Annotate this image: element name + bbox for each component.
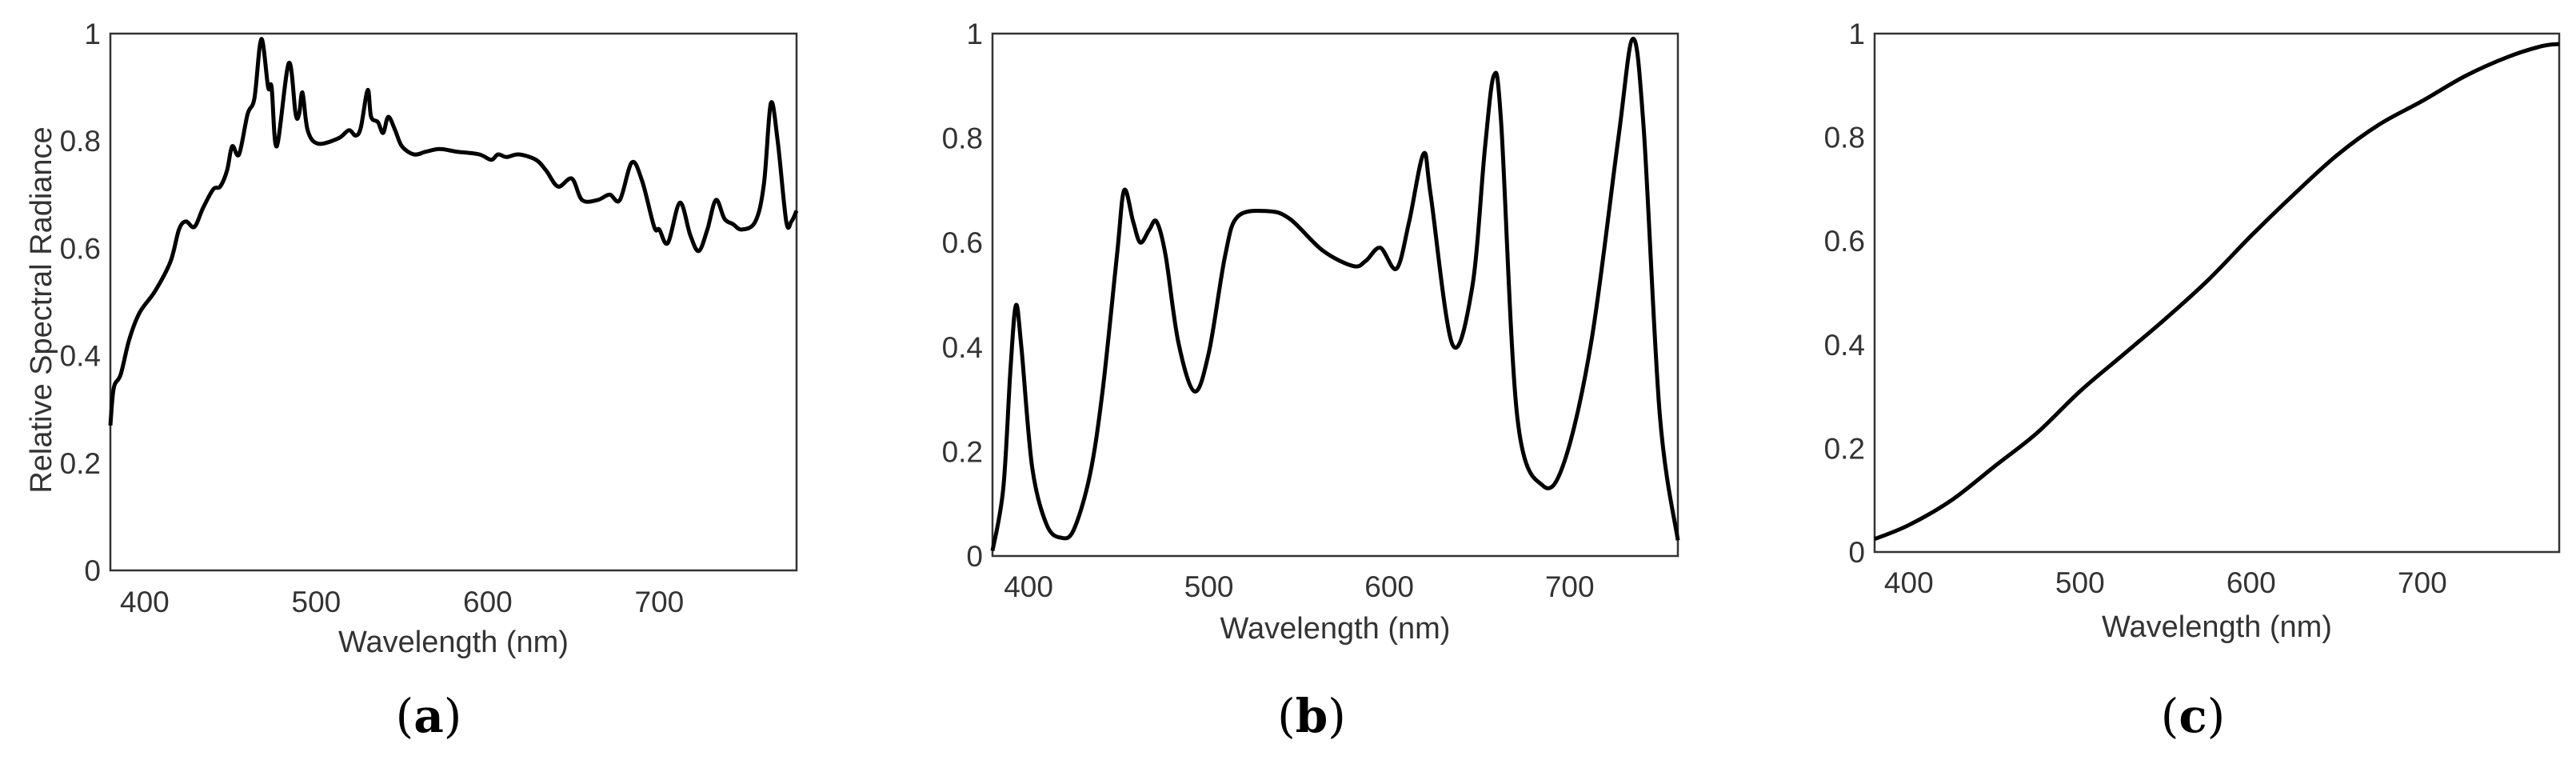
- x-axis-label: Wavelength (nm): [2102, 610, 2332, 644]
- x-tick-label: 500: [1184, 570, 1234, 603]
- x-tick-label: 700: [635, 586, 685, 618]
- series-line-b: [990, 37, 1680, 551]
- x-tick-label: 600: [463, 586, 513, 618]
- y-tick-label: 0.8: [1824, 122, 1865, 154]
- panel-letter: a: [413, 689, 444, 743]
- panel-label-c: (c): [2161, 689, 2226, 743]
- chart-panel-b: 400 500 600 700 0 0.2 0.4 0.6 0.8 1 Wavelength (nm…: [942, 18, 1680, 743]
- x-tick-label: 400: [1884, 566, 1934, 599]
- x-axis-label: Wavelength (nm): [338, 626, 569, 659]
- y-tick-label: 0.4: [942, 331, 983, 364]
- y-tick-label: 1: [1848, 18, 1865, 50]
- y-tick-label: 0.2: [60, 447, 101, 480]
- y-axis-label: Relative Spectral Radiance: [25, 126, 58, 493]
- plot-frame: [109, 32, 798, 572]
- y-tick-label: 0.2: [942, 435, 983, 468]
- y-tick-label: 0.8: [942, 122, 983, 155]
- x-tick-label: 500: [292, 586, 341, 618]
- y-tick-label: 0.2: [1824, 432, 1865, 465]
- x-tick-label: 500: [2055, 566, 2105, 599]
- chart-panel-c: 400 500 600 700 0 0.2 0.4 0.6 0.8 1 Wavelength (nm…: [1824, 18, 2561, 743]
- y-tick-label: 0.6: [1824, 225, 1865, 258]
- x-tick-label: 700: [2398, 566, 2447, 599]
- panel-letter: c: [2179, 689, 2207, 743]
- y-tick-label: 1: [966, 18, 983, 50]
- y-tick-label: 0.6: [942, 226, 983, 259]
- y-tick-label: 0.6: [60, 232, 101, 265]
- chart-panel-a: 400 500 600 700 0 0.2 0.4 0.6 0.8 1 Wavelength (nm…: [25, 18, 799, 743]
- y-tick-label: 0: [1848, 536, 1865, 569]
- x-tick-label: 400: [1004, 570, 1053, 603]
- x-tick-label: 600: [2227, 566, 2276, 599]
- x-tick-label: 700: [1545, 570, 1595, 603]
- plot-frame: [1873, 32, 2561, 554]
- y-tick-label: 0.8: [60, 125, 101, 158]
- y-tick-label: 0: [84, 554, 101, 587]
- panel-letter: b: [1296, 689, 1328, 743]
- panel-label-a: (a): [396, 689, 462, 743]
- y-tick-label: 0.4: [60, 340, 101, 373]
- x-tick-label: 400: [120, 586, 170, 618]
- y-tick-label: 1: [84, 18, 101, 50]
- x-tick-label: 600: [1364, 570, 1414, 603]
- y-tick-label: 0: [966, 540, 983, 573]
- panel-label-b: (b): [1277, 689, 1346, 743]
- series-line-a: [108, 37, 799, 426]
- x-axis-label: Wavelength (nm): [1220, 612, 1451, 646]
- plot-frame: [991, 32, 1679, 558]
- y-tick-label: 0.4: [1824, 329, 1865, 362]
- series-line-c: [1874, 42, 2560, 542]
